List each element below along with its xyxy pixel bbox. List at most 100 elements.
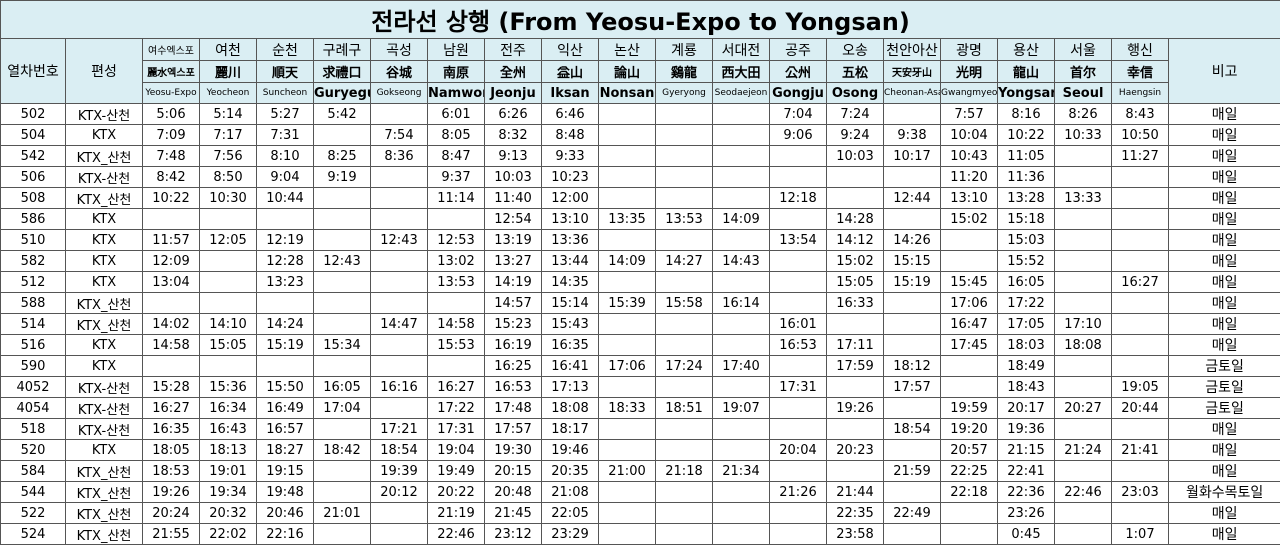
time-cell: 20:32 — [200, 503, 257, 524]
empty-cell — [770, 398, 827, 419]
empty-cell — [1112, 230, 1169, 251]
time-cell: 9:04 — [257, 167, 314, 188]
empty-cell — [599, 482, 656, 503]
time-cell: 12:09 — [143, 251, 200, 272]
station-name-en: Osong — [827, 83, 884, 104]
time-cell: 22:36 — [998, 482, 1055, 503]
time-cell: 10:17 — [884, 146, 941, 167]
station-name-ko: 천안아산 — [884, 39, 941, 61]
time-cell: 17:05 — [998, 314, 1055, 335]
title: 전라선 상행 (From Yeosu-Expo to Yongsan) — [1, 1, 1280, 39]
time-cell: 19:36 — [998, 419, 1055, 440]
empty-cell — [1055, 272, 1112, 293]
empty-cell — [599, 188, 656, 209]
time-cell: 13:36 — [542, 230, 599, 251]
time-cell: 17:59 — [827, 356, 884, 377]
time-cell: 12:05 — [200, 230, 257, 251]
time-cell: 14:47 — [371, 314, 428, 335]
empty-cell — [713, 146, 770, 167]
time-cell: 16:41 — [542, 356, 599, 377]
time-cell: 15:02 — [827, 251, 884, 272]
empty-cell — [713, 230, 770, 251]
empty-cell — [1112, 503, 1169, 524]
time-cell: 7:09 — [143, 125, 200, 146]
time-cell: 20:44 — [1112, 398, 1169, 419]
empty-cell — [656, 230, 713, 251]
time-cell: 19:39 — [371, 461, 428, 482]
empty-cell — [371, 398, 428, 419]
station-name-hanja: 論山 — [599, 61, 656, 83]
train-number: 584 — [1, 461, 66, 482]
time-cell: 14:12 — [827, 230, 884, 251]
time-cell: 13:10 — [542, 209, 599, 230]
time-cell: 9:33 — [542, 146, 599, 167]
station-name-en: Cheonan-Asan — [884, 83, 941, 104]
note: 금토일 — [1169, 377, 1280, 398]
time-cell: 7:57 — [941, 104, 998, 125]
empty-cell — [941, 251, 998, 272]
empty-cell — [656, 272, 713, 293]
note: 매일 — [1169, 461, 1280, 482]
empty-cell — [257, 209, 314, 230]
time-cell: 23:26 — [998, 503, 1055, 524]
time-cell: 12:19 — [257, 230, 314, 251]
train-number: 518 — [1, 419, 66, 440]
time-cell: 17:06 — [599, 356, 656, 377]
time-cell: 15:45 — [941, 272, 998, 293]
station-name-ko: 논산 — [599, 39, 656, 61]
time-cell: 13:33 — [1055, 188, 1112, 209]
time-cell: 19:30 — [485, 440, 542, 461]
empty-cell — [1055, 146, 1112, 167]
time-cell: 20:46 — [257, 503, 314, 524]
time-cell: 21:45 — [485, 503, 542, 524]
empty-cell — [1055, 461, 1112, 482]
time-cell: 19:48 — [257, 482, 314, 503]
time-cell: 15:52 — [998, 251, 1055, 272]
time-cell: 15:34 — [314, 335, 371, 356]
time-cell: 18:05 — [143, 440, 200, 461]
time-cell: 16:53 — [485, 377, 542, 398]
time-cell: 0:45 — [998, 524, 1055, 545]
train-number: 4052 — [1, 377, 66, 398]
empty-cell — [656, 419, 713, 440]
time-cell: 16:34 — [200, 398, 257, 419]
train-number: 544 — [1, 482, 66, 503]
station-name-ko: 서울 — [1055, 39, 1112, 61]
time-cell: 14:19 — [485, 272, 542, 293]
time-cell: 8:16 — [998, 104, 1055, 125]
time-cell: 15:28 — [143, 377, 200, 398]
empty-cell — [770, 419, 827, 440]
empty-cell — [713, 440, 770, 461]
empty-cell — [884, 398, 941, 419]
empty-cell — [371, 335, 428, 356]
train-number: 542 — [1, 146, 66, 167]
empty-cell — [713, 503, 770, 524]
empty-cell — [599, 125, 656, 146]
empty-cell — [827, 377, 884, 398]
empty-cell — [884, 440, 941, 461]
time-cell: 18:17 — [542, 419, 599, 440]
empty-cell — [656, 125, 713, 146]
time-cell: 13:19 — [485, 230, 542, 251]
note: 금토일 — [1169, 356, 1280, 377]
time-cell: 19:04 — [428, 440, 485, 461]
time-cell: 17:45 — [941, 335, 998, 356]
empty-cell — [713, 335, 770, 356]
time-cell: 20:23 — [827, 440, 884, 461]
time-cell: 16:33 — [827, 293, 884, 314]
time-cell: 19:26 — [827, 398, 884, 419]
time-cell: 19:05 — [1112, 377, 1169, 398]
station-name-en: Yeocheon — [200, 83, 257, 104]
time-cell: 13:28 — [998, 188, 1055, 209]
time-cell: 19:26 — [143, 482, 200, 503]
time-cell: 21:00 — [599, 461, 656, 482]
time-cell: 10:03 — [827, 146, 884, 167]
time-cell: 20:57 — [941, 440, 998, 461]
time-cell: 15:03 — [998, 230, 1055, 251]
empty-cell — [713, 419, 770, 440]
